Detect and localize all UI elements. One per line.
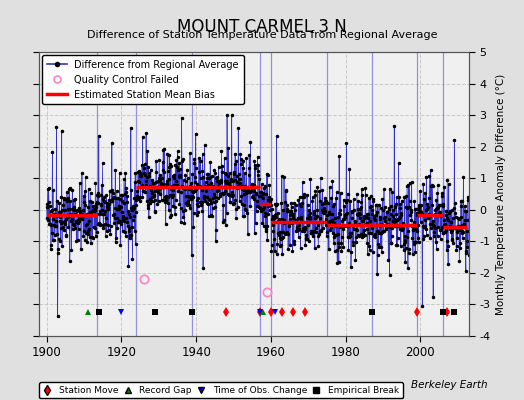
Text: MOUNT CARMEL 3 N: MOUNT CARMEL 3 N: [177, 18, 347, 36]
Legend: Station Move, Record Gap, Time of Obs. Change, Empirical Break: Station Move, Record Gap, Time of Obs. C…: [39, 382, 402, 398]
Text: Difference of Station Temperature Data from Regional Average: Difference of Station Temperature Data f…: [87, 30, 437, 40]
Y-axis label: Monthly Temperature Anomaly Difference (°C): Monthly Temperature Anomaly Difference (…: [496, 73, 506, 315]
Text: Berkeley Earth: Berkeley Earth: [411, 380, 487, 390]
